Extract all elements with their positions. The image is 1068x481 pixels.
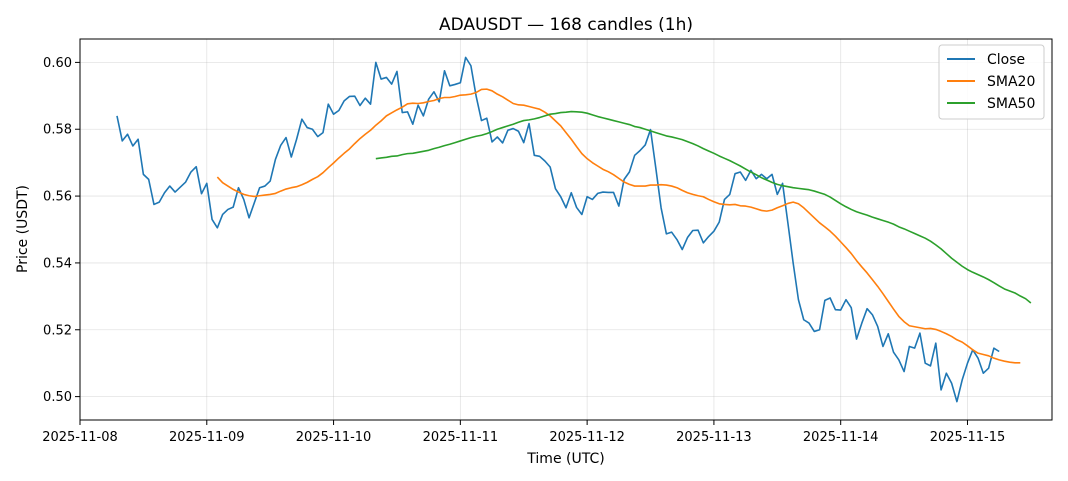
y-axis: 0.50 0.52 0.54 0.56 0.58 0.60 xyxy=(43,56,80,405)
legend-label-close: Close xyxy=(987,52,1025,68)
legend-box xyxy=(938,44,1045,120)
x-tick-label: 2025-11-10 xyxy=(296,430,372,445)
series-line-close xyxy=(116,56,1000,403)
x-tick-label: 2025-11-09 xyxy=(169,430,245,445)
series-line-sma50 xyxy=(375,110,1032,304)
plot-frame xyxy=(79,38,1053,421)
series-layer xyxy=(116,56,1032,403)
y-tick-label: 0.54 xyxy=(43,256,72,271)
y-tick-label: 0.56 xyxy=(43,190,72,205)
x-axis: 2025-11-08 2025-11-09 2025-11-10 2025-11-11… xyxy=(42,420,1005,445)
x-tick-label: 2025-11-14 xyxy=(803,430,879,445)
x-tick-label: 2025-11-13 xyxy=(676,430,752,445)
series-line-sma20 xyxy=(216,88,1021,364)
legend-label-sma50: SMA50 xyxy=(987,96,1035,112)
y-axis-label: Price (USDT) xyxy=(15,185,31,273)
legend: Close SMA20 SMA50 xyxy=(938,44,1045,120)
legend-label-sma20: SMA20 xyxy=(987,74,1035,90)
x-tick-label: 2025-11-12 xyxy=(549,430,625,445)
x-tick-label: 2025-11-11 xyxy=(423,430,499,445)
x-tick-label: 2025-11-08 xyxy=(42,430,118,445)
x-axis-label: Time (UTC) xyxy=(526,451,604,467)
chart-title: ADAUSDT — 168 candles (1h) xyxy=(439,15,693,35)
y-tick-label: 0.52 xyxy=(43,323,72,338)
y-tick-label: 0.58 xyxy=(43,123,72,138)
y-tick-label: 0.50 xyxy=(43,390,72,405)
y-tick-label: 0.60 xyxy=(43,56,72,71)
x-tick-label: 2025-11-15 xyxy=(930,430,1006,445)
